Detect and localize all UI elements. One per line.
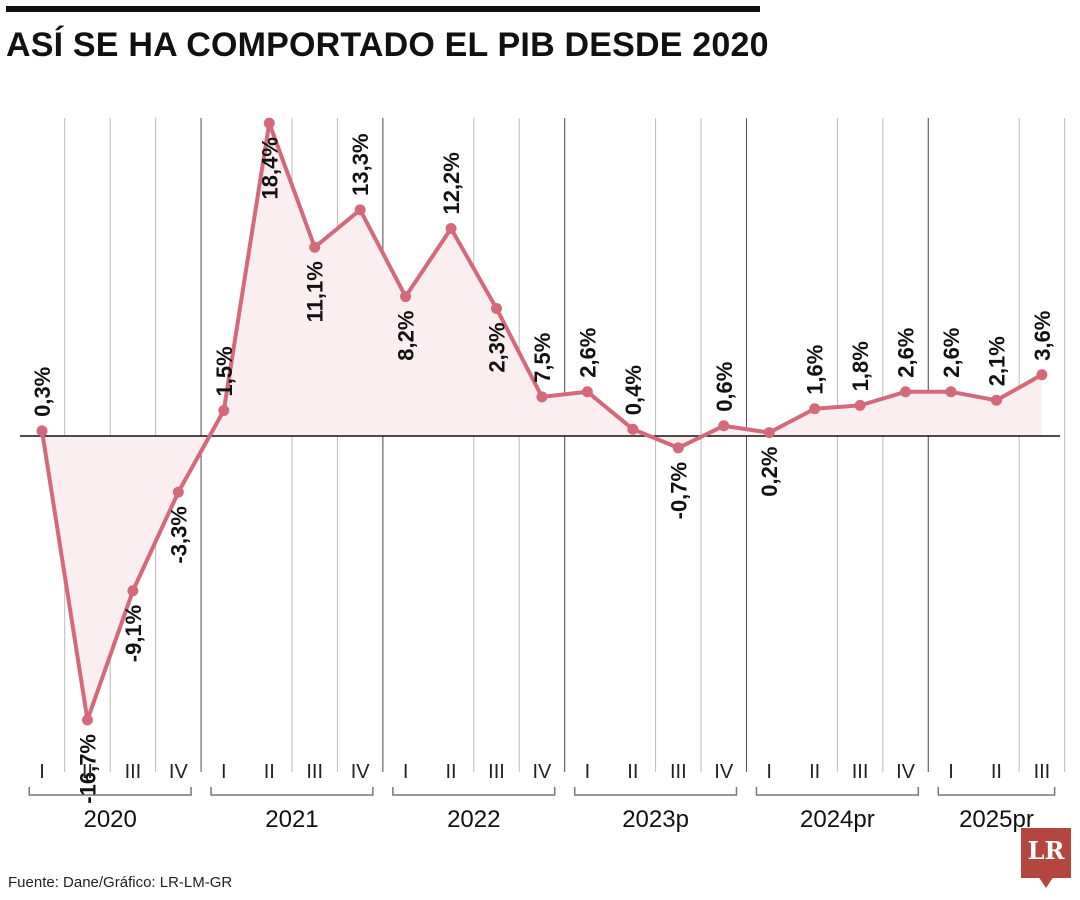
quarter-tick-label: II — [991, 761, 1002, 783]
data-point — [854, 399, 866, 411]
data-point — [491, 302, 502, 314]
data-point — [718, 420, 730, 432]
data-point — [627, 423, 639, 435]
data-label: 2,6% — [939, 328, 964, 378]
area-fill — [42, 123, 1042, 720]
data-label: 1,5% — [212, 346, 237, 396]
data-label: 2,6% — [894, 328, 919, 378]
data-label: 0,6% — [712, 362, 737, 412]
data-label: 1,8% — [848, 341, 873, 391]
year-label: 2022 — [447, 806, 500, 833]
quarter-tick-label: II — [809, 761, 820, 783]
chart-title: ASÍ SE HA COMPORTADO EL PIB DESDE 2020 — [6, 26, 769, 64]
data-point — [354, 204, 366, 216]
data-label: 0,3% — [30, 367, 55, 417]
quarter-tick-label: IV — [714, 761, 734, 783]
data-label: 7,5% — [530, 333, 555, 383]
quarter-tick-label: III — [488, 761, 505, 783]
lr-logo: LR — [1021, 828, 1071, 878]
quarter-tick-label: IV — [169, 761, 189, 783]
data-label: -0,7% — [666, 462, 691, 519]
quarter-tick-label: I — [585, 761, 591, 783]
data-point — [763, 427, 775, 439]
data-point — [127, 585, 139, 597]
title-rule — [6, 6, 760, 12]
data-point — [445, 223, 457, 235]
year-bracket — [392, 787, 556, 796]
data-point — [309, 241, 321, 253]
quarter-tick-label: I — [221, 761, 227, 783]
data-point — [536, 391, 548, 403]
quarter-tick-label: IV — [896, 761, 916, 783]
quarter-tick-label: III — [125, 761, 142, 783]
quarter-tick-label: II — [264, 761, 275, 783]
data-point — [990, 394, 1002, 406]
data-label: 13,3% — [348, 133, 373, 195]
quarter-tick-label: I — [403, 761, 409, 783]
data-label: -3,3% — [166, 506, 191, 563]
year-label: 2021 — [265, 806, 318, 833]
year-bracket — [573, 787, 738, 796]
data-point — [1036, 369, 1048, 381]
year-bracket — [210, 787, 374, 796]
data-label: 0,2% — [757, 447, 782, 497]
data-point — [400, 291, 412, 303]
data-point — [672, 442, 684, 454]
quarter-tick-label: III — [670, 761, 687, 783]
data-point — [263, 117, 275, 129]
data-point — [900, 386, 912, 398]
quarter-tick-label: III — [852, 761, 869, 783]
year-label: 2024pr — [800, 806, 875, 833]
quarter-tick-label: II — [445, 761, 456, 783]
data-point — [945, 386, 957, 398]
logo-tail — [1038, 876, 1054, 888]
year-label: 2020 — [83, 806, 136, 833]
data-point — [81, 714, 93, 726]
data-label: 0,4% — [621, 365, 646, 415]
data-label: 2,1% — [984, 336, 1009, 386]
data-label: 1,6% — [803, 345, 828, 395]
quarter-tick-label: I — [39, 761, 45, 783]
quarter-tick-label: III — [306, 761, 323, 783]
quarter-tick-label: I — [948, 761, 954, 783]
data-label: 11,1% — [303, 261, 328, 322]
data-point — [218, 404, 230, 416]
year-bracket — [755, 787, 920, 796]
quarter-tick-label: IV — [351, 761, 371, 783]
data-label: 8,2% — [394, 311, 419, 361]
data-label: 3,6% — [1030, 311, 1055, 361]
data-point — [36, 425, 48, 437]
data-label: -9,1% — [121, 605, 146, 662]
data-label: 2,3% — [485, 322, 510, 372]
data-point — [581, 386, 593, 398]
quarter-tick-label: II — [82, 761, 93, 783]
data-label: 2,6% — [575, 328, 600, 378]
data-point — [172, 486, 184, 498]
data-label: 12,2% — [439, 152, 464, 214]
year-label: 2023p — [622, 806, 689, 833]
quarter-tick-label: III — [1034, 761, 1051, 783]
year-bracket — [28, 787, 192, 796]
data-label: -16,7% — [75, 734, 100, 804]
quarter-tick-label: I — [766, 761, 772, 783]
logo-text: LR — [1027, 836, 1065, 865]
data-label: 18,4% — [257, 137, 282, 199]
year-bracket — [937, 787, 1056, 796]
data-point — [809, 403, 821, 415]
source-note: Fuente: Dane/Gráfico: LR-LM-GR — [8, 874, 233, 891]
quarter-tick-label: II — [627, 761, 638, 783]
quarter-tick-label: IV — [532, 761, 552, 783]
